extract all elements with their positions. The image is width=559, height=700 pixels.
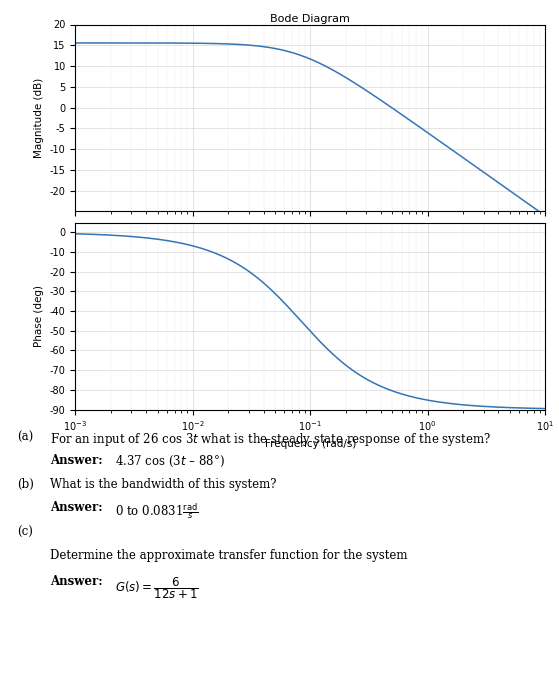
- X-axis label: Frequency (rad/s): Frequency (rad/s): [264, 439, 356, 449]
- Text: Answer:: Answer:: [50, 454, 103, 467]
- Y-axis label: Magnitude (dB): Magnitude (dB): [34, 78, 44, 158]
- Text: 0 to 0.0831$\frac{\mathrm{rad}}{s}$: 0 to 0.0831$\frac{\mathrm{rad}}{s}$: [115, 501, 198, 521]
- Text: Answer:: Answer:: [50, 575, 103, 589]
- Text: (a): (a): [17, 430, 33, 444]
- Title: Bode Diagram: Bode Diagram: [271, 14, 350, 24]
- Y-axis label: Phase (deg): Phase (deg): [34, 285, 44, 347]
- Text: What is the bandwidth of this system?: What is the bandwidth of this system?: [50, 478, 277, 491]
- Text: For an input of 26 cos 3$t$ what is the steady state response of the system?: For an input of 26 cos 3$t$ what is the …: [50, 430, 491, 447]
- Text: Answer:: Answer:: [50, 501, 103, 514]
- Text: 4.37 cos (3$t$ – 88°): 4.37 cos (3$t$ – 88°): [115, 454, 225, 469]
- Text: (c): (c): [17, 526, 32, 540]
- Text: (b): (b): [17, 478, 34, 491]
- Text: $G(s) = \dfrac{6}{12s+1}$: $G(s) = \dfrac{6}{12s+1}$: [115, 575, 198, 601]
- Text: Determine the approximate transfer function for the system: Determine the approximate transfer funct…: [50, 550, 408, 563]
